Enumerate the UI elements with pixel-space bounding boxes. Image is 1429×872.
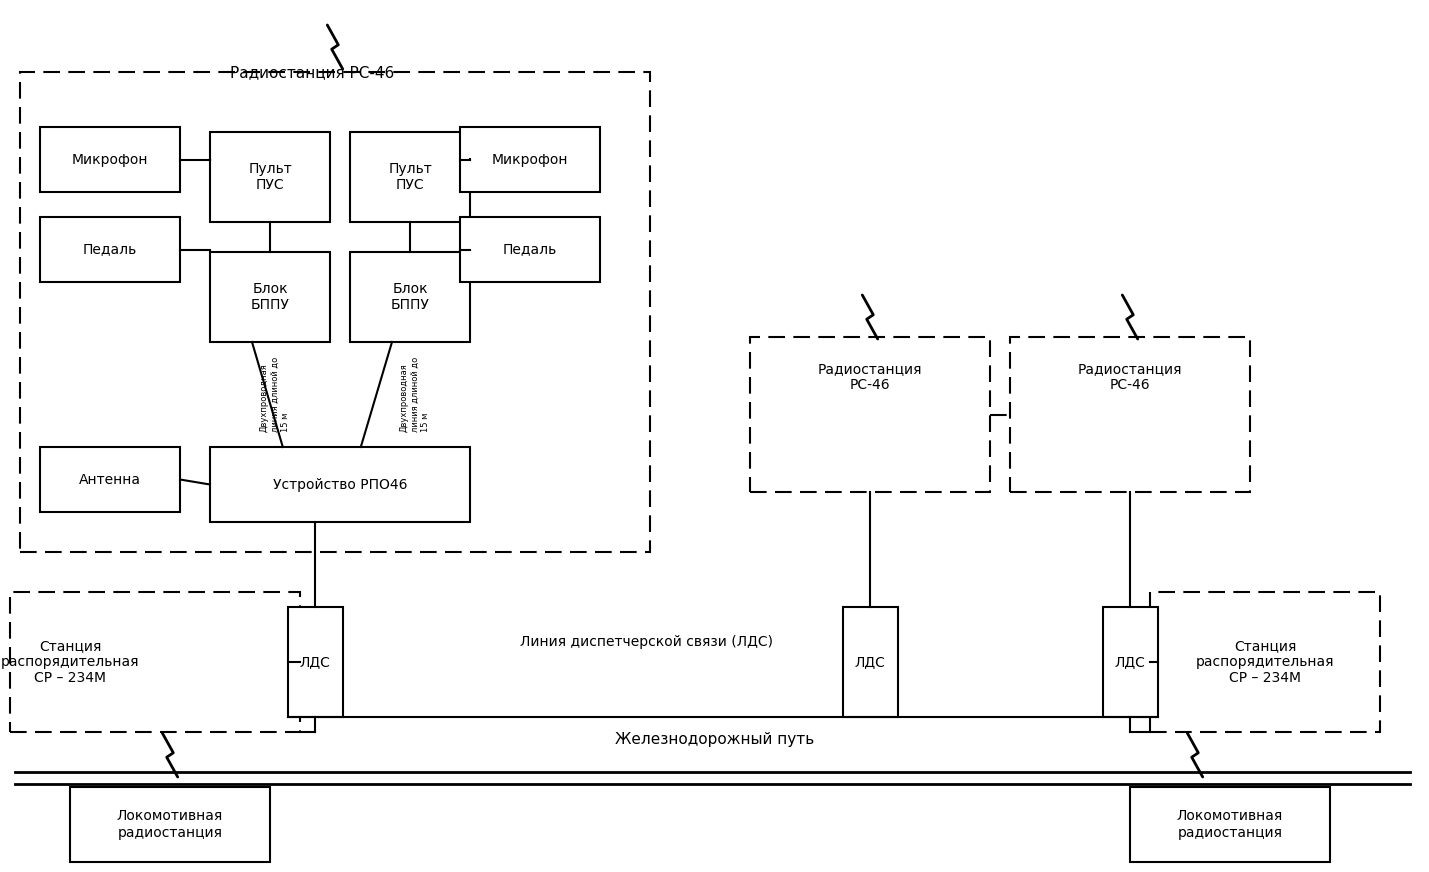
Text: Станция
распорядительная
СР – 234М: Станция распорядительная СР – 234М — [1, 639, 139, 685]
Text: Блок
БППУ: Блок БППУ — [390, 282, 430, 312]
Bar — [210, 447, 470, 522]
Text: Радиостанция
РС-46: Радиостанция РС-46 — [817, 362, 922, 392]
Text: Педаль: Педаль — [503, 242, 557, 256]
Bar — [843, 607, 897, 717]
Text: Микрофон: Микрофон — [492, 153, 569, 167]
Text: Двухпроводная
линия длиной до
15 м: Двухпроводная линия длиной до 15 м — [260, 357, 290, 433]
Bar — [1103, 607, 1157, 717]
Text: Локомотивная
радиостанция: Локомотивная радиостанция — [1177, 809, 1283, 840]
Text: Железнодорожный путь: Железнодорожный путь — [616, 732, 815, 747]
Bar — [750, 337, 990, 492]
Text: Двухпроводная
линия длиной до
15 м: Двухпроводная линия длиной до 15 м — [400, 357, 430, 433]
Bar — [10, 592, 300, 732]
Bar — [350, 252, 470, 342]
Text: ЛДС: ЛДС — [1115, 655, 1146, 669]
Bar — [20, 72, 650, 552]
Text: Радиостанция
РС-46: Радиостанция РС-46 — [1077, 362, 1182, 392]
Bar — [210, 252, 330, 342]
Text: Локомотивная
радиостанция: Локомотивная радиостанция — [117, 809, 223, 840]
Bar — [40, 217, 180, 282]
Text: Микрофон: Микрофон — [71, 153, 149, 167]
Bar — [287, 607, 343, 717]
Text: Устройство РПО46: Устройство РПО46 — [273, 478, 407, 492]
Text: Педаль: Педаль — [83, 242, 137, 256]
Bar — [1150, 592, 1380, 732]
Text: Станция
распорядительная
СР – 234М: Станция распорядительная СР – 234М — [1196, 639, 1335, 685]
Bar — [210, 132, 330, 222]
Text: Радиостанция РС-46: Радиостанция РС-46 — [230, 65, 394, 80]
Text: Пульт
ПУС: Пульт ПУС — [389, 162, 432, 192]
Text: Линия диспетчерской связи (ЛДС): Линия диспетчерской связи (ЛДС) — [520, 635, 773, 649]
Bar — [460, 127, 600, 192]
Bar — [350, 132, 470, 222]
Bar — [1010, 337, 1250, 492]
Bar — [70, 787, 270, 862]
Bar — [1130, 787, 1330, 862]
Text: Пульт
ПУС: Пульт ПУС — [249, 162, 292, 192]
Bar — [40, 127, 180, 192]
Bar — [460, 217, 600, 282]
Text: ЛДС: ЛДС — [300, 655, 330, 669]
Text: Блок
БППУ: Блок БППУ — [250, 282, 290, 312]
Text: ЛДС: ЛДС — [855, 655, 886, 669]
Bar — [40, 447, 180, 512]
Text: Антенна: Антенна — [79, 473, 141, 487]
